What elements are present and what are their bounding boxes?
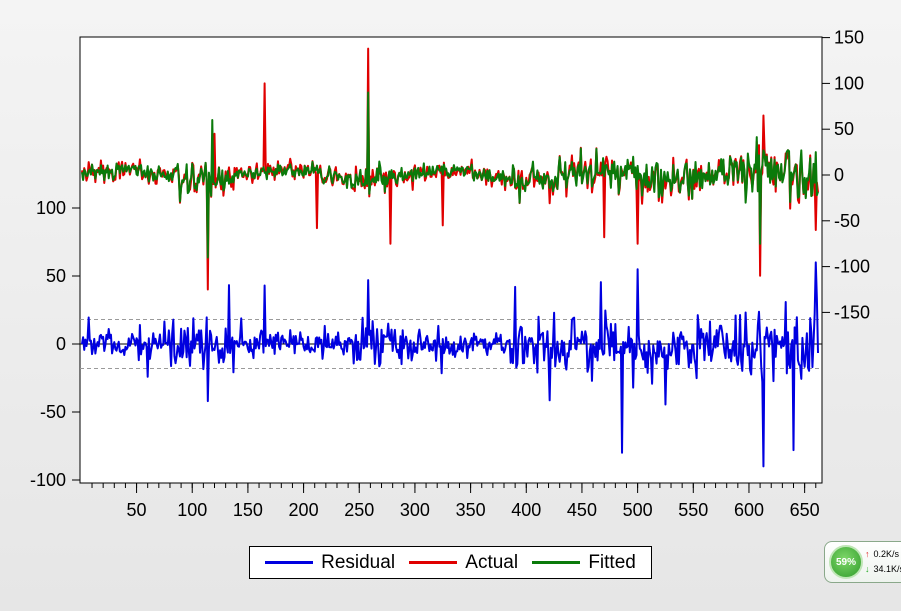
right-tick-label-150: 150 [834, 28, 864, 48]
legend-swatch-residual [265, 561, 314, 564]
right-tick-label--100: -100 [834, 257, 870, 277]
net-percent: 59% [835, 556, 856, 568]
plot-area [79, 36, 823, 484]
left-tick-label-50: 50 [46, 266, 66, 286]
x-tick-label-50: 50 [127, 500, 147, 520]
arrow-down-icon: ↓ [865, 564, 870, 574]
right-tick-label-50: 50 [834, 119, 854, 139]
series-lines [81, 47, 819, 468]
cpu-gauge-icon: 59% [829, 545, 863, 579]
legend-item-actual: Actual [409, 552, 518, 574]
legend-swatch-actual [409, 561, 458, 564]
legend-label-fitted: Fitted [588, 551, 636, 573]
right-tick-label--50: -50 [834, 211, 860, 231]
legend-swatch-fitted [532, 561, 581, 564]
x-tick-label-500: 500 [623, 500, 653, 520]
left-tick-label--100: -100 [30, 470, 66, 490]
series-line-fitted [81, 91, 819, 259]
upload-rate: ↑ 0.2K/s [865, 549, 899, 559]
x-tick-label-300: 300 [400, 500, 430, 520]
legend-item-residual: Residual [265, 552, 395, 574]
network-monitor-widget[interactable]: 59% ↑ 0.2K/s ↓ 34.1K/s [824, 541, 901, 583]
x-tick-label-450: 450 [567, 500, 597, 520]
legend: Residual Actual Fitted [249, 546, 652, 579]
axes: 50 100 150 200 250 300 350 400 450 500 550 600 650-1… [30, 28, 870, 520]
right-tick-label-0: 0 [834, 165, 844, 185]
x-tick-label-600: 600 [734, 500, 764, 520]
download-rate-value: 34.1K/s [873, 564, 901, 574]
series-line-residual [81, 261, 819, 468]
legend-label-actual: Actual [465, 551, 519, 573]
legend-item-fitted: Fitted [532, 552, 636, 574]
x-tick-label-200: 200 [289, 500, 319, 520]
upload-rate-value: 0.2K/s [873, 549, 900, 559]
x-tick-label-550: 550 [678, 500, 708, 520]
x-tick-label-150: 150 [233, 500, 263, 520]
x-tick-label-650: 650 [790, 500, 820, 520]
x-tick-label-250: 250 [344, 500, 374, 520]
x-tick-label-100: 100 [177, 500, 207, 520]
left-tick-label-100: 100 [36, 198, 66, 218]
x-tick-label-350: 350 [456, 500, 486, 520]
download-rate: ↓ 34.1K/s [865, 564, 901, 574]
arrow-up-icon: ↑ [865, 549, 870, 559]
legend-label-residual: Residual [321, 551, 396, 573]
right-tick-label--150: -150 [834, 302, 870, 322]
left-tick-label--50: -50 [40, 402, 66, 422]
left-tick-label-0: 0 [56, 334, 66, 354]
x-tick-label-400: 400 [511, 500, 541, 520]
right-tick-label-100: 100 [834, 73, 864, 93]
